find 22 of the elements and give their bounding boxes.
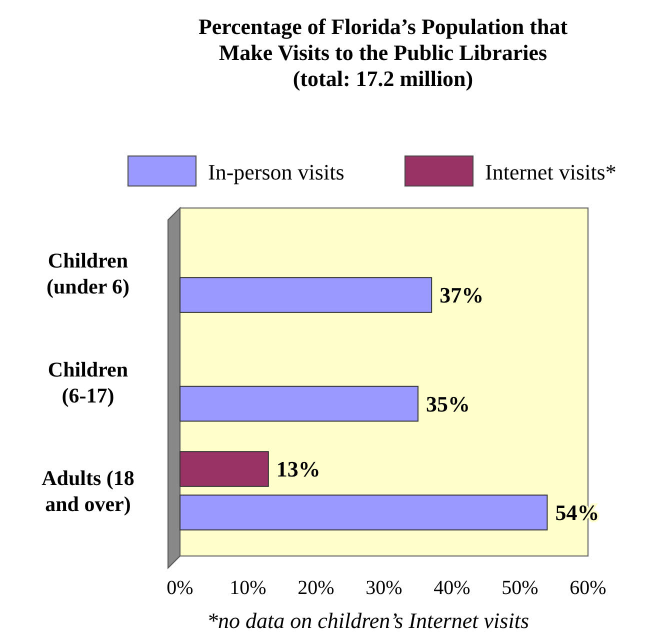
y-tick-label: Children (under 6) <box>46 248 130 299</box>
x-tick-label: 30% <box>366 577 402 599</box>
data-label: 35% <box>426 391 470 416</box>
bar <box>180 386 418 422</box>
y-tick-label: Children (6-17) <box>48 357 128 408</box>
legend-label: In-person visits <box>208 160 344 185</box>
x-tick-label: 20% <box>298 577 334 599</box>
data-label: 13% <box>276 456 320 482</box>
text: *no data on children’s Internet visits <box>206 608 530 633</box>
data-label: 37% <box>440 282 484 308</box>
legend-label: Internet visits* <box>485 160 616 185</box>
chart-subtitle: (total: 17.2 million) <box>292 66 474 91</box>
x-tick-label: 40% <box>434 577 470 599</box>
x-tick-label: 0% <box>166 577 194 599</box>
x-tick-label: 60% <box>570 577 606 599</box>
chart-title: Percentage of Florida’s Population that Make Visits to the Public Libraries <box>198 14 568 65</box>
x-tick-label: 10% <box>230 577 266 599</box>
y-tick-label: Adults (18 and over) <box>42 466 134 516</box>
bar <box>180 451 269 487</box>
x-tick-label: 50% <box>502 577 538 599</box>
bar <box>180 494 548 530</box>
bar <box>180 277 432 313</box>
